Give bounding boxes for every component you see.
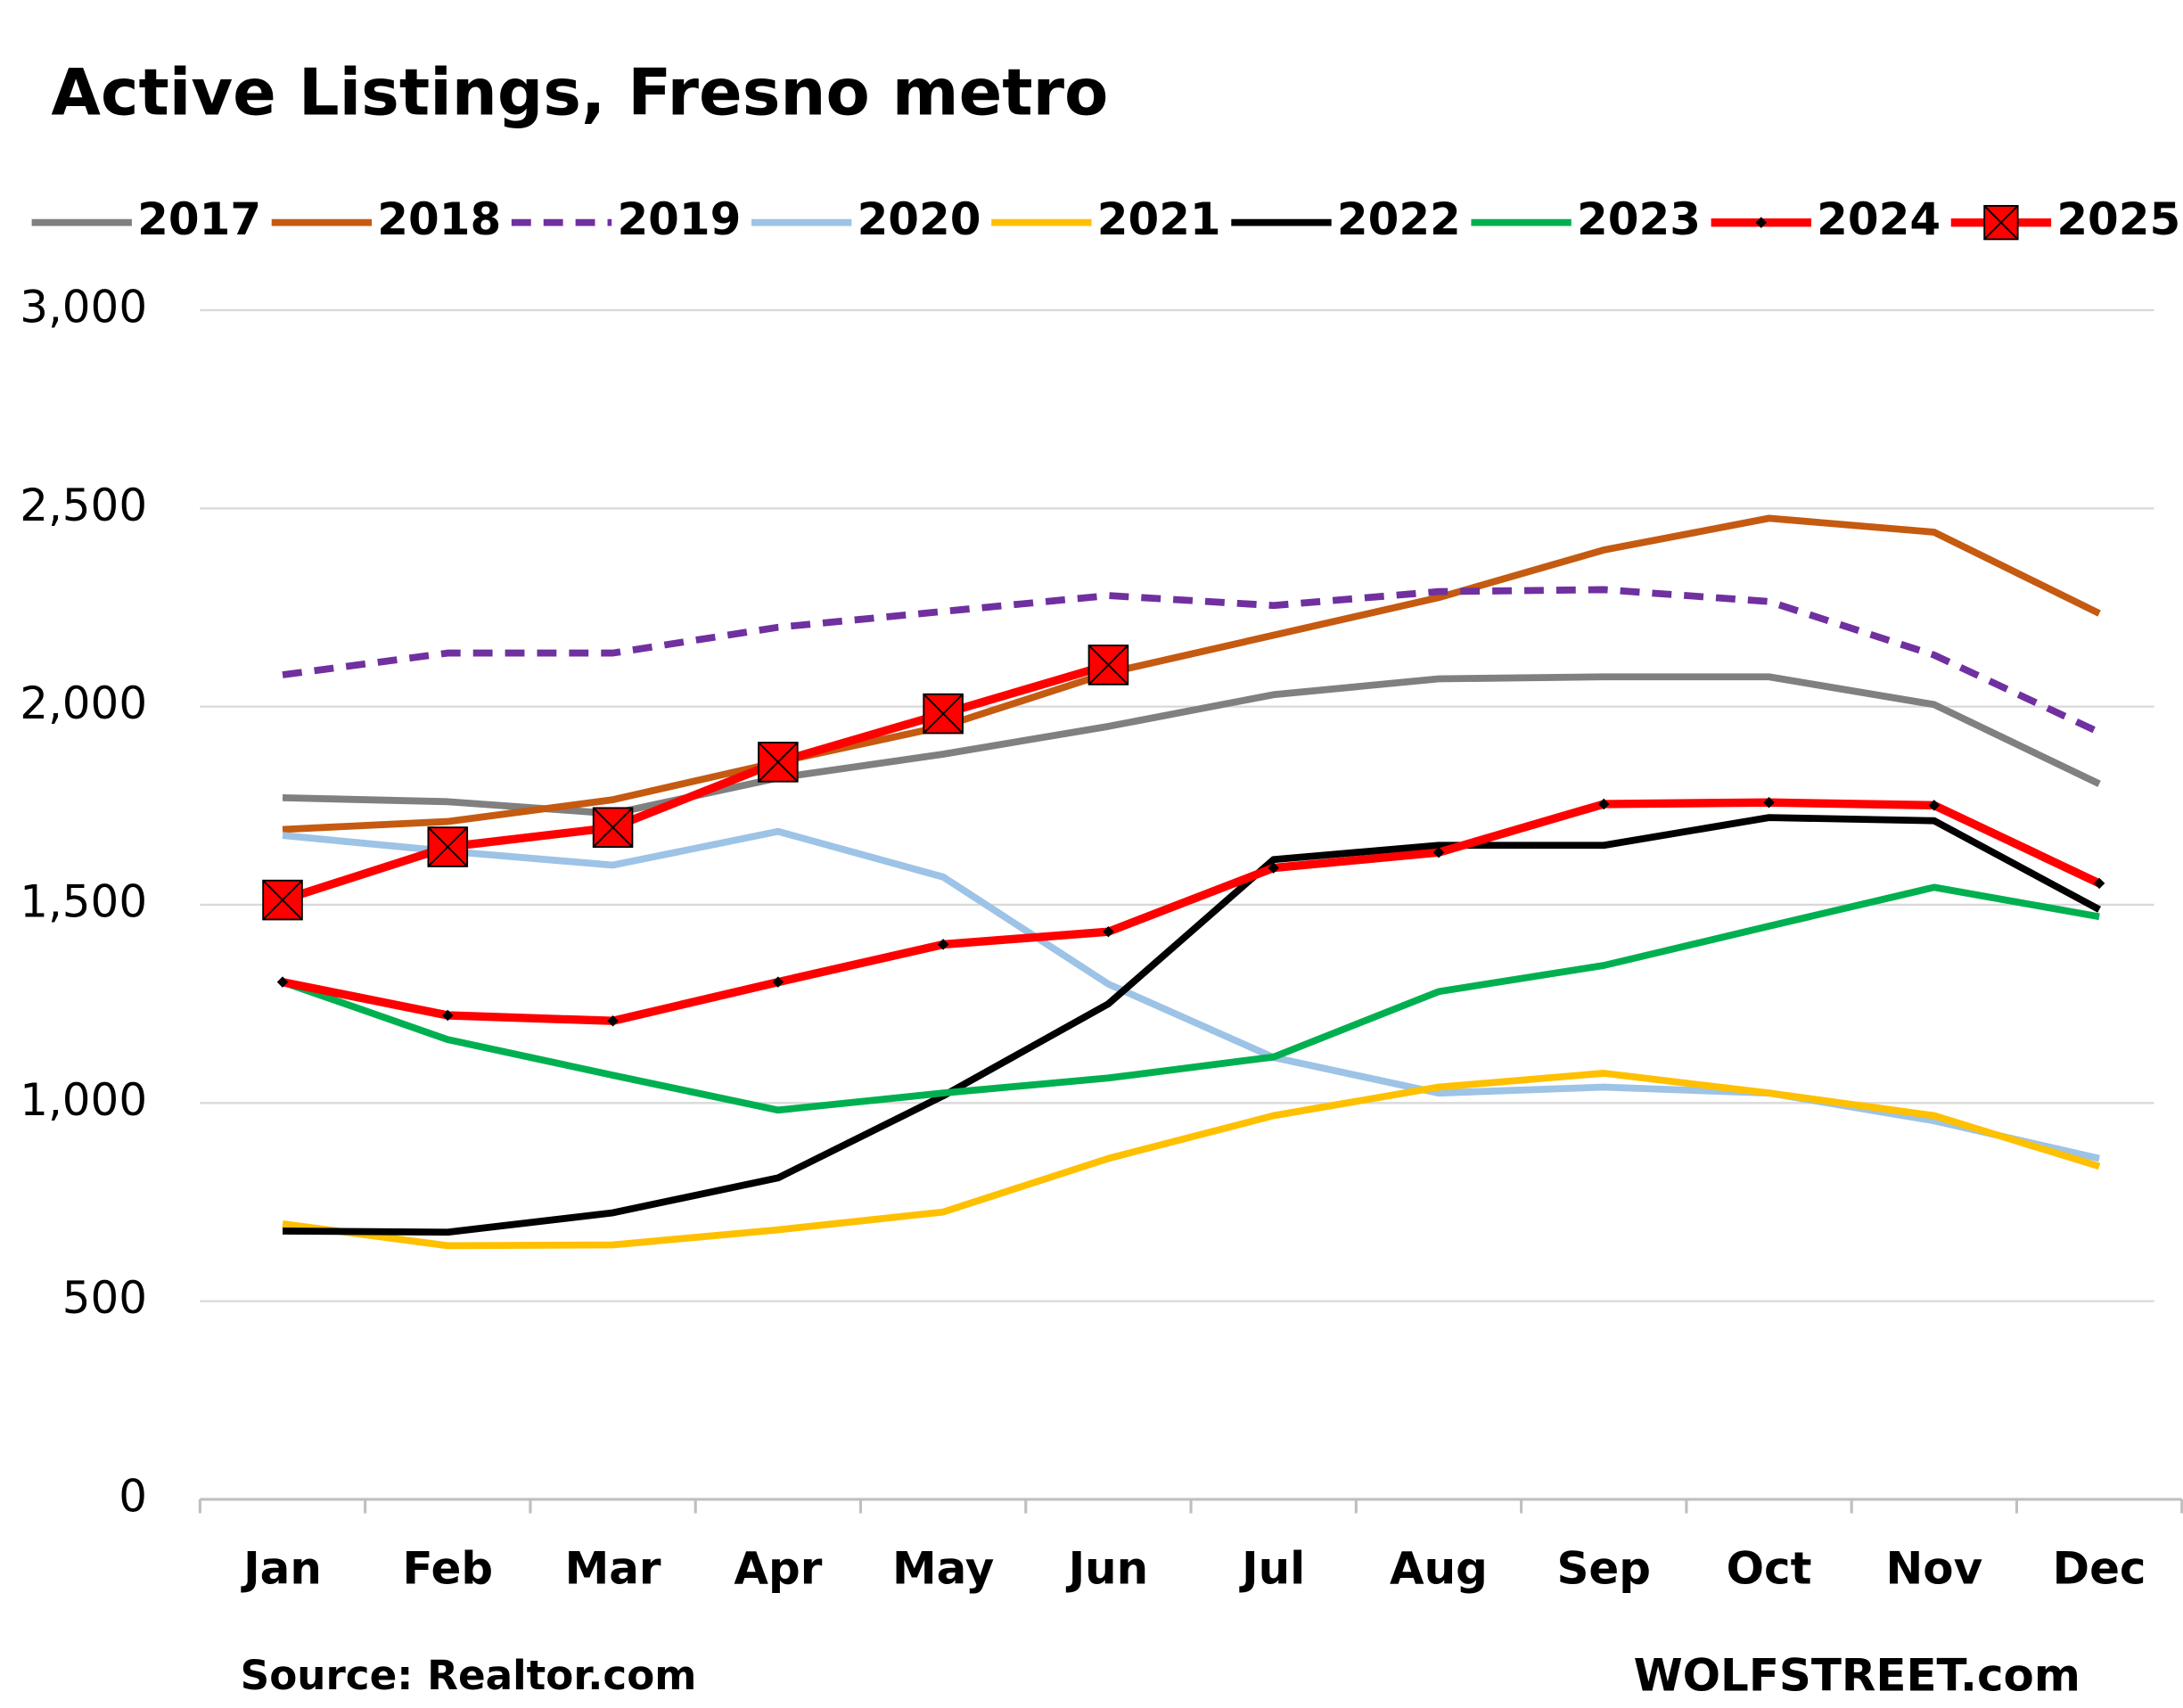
legend-marker-cross [1983, 205, 2019, 241]
legend-label: 2017 [137, 193, 261, 245]
x-tick-label: Oct [1727, 1543, 1812, 1595]
point-marker [262, 879, 303, 921]
x-tick-label: Nov [1886, 1543, 1983, 1595]
marker-cross [593, 807, 634, 848]
series-line [282, 798, 2102, 1025]
series-line [282, 673, 2101, 817]
x-tick-label: Mar [565, 1543, 661, 1595]
x-tick-label: Aug [1390, 1543, 1488, 1595]
point-marker [427, 826, 469, 867]
legend-label: 2018 [377, 193, 501, 245]
x-tick-label: Jun [1066, 1543, 1149, 1595]
series-line [282, 586, 2101, 736]
marker-cross [1087, 645, 1128, 686]
legend-label: 2024 [1817, 193, 1941, 245]
legend-label: 2025 [2056, 193, 2180, 245]
legend-label: 2023 [1577, 193, 1701, 245]
point-marker [1432, 847, 1445, 858]
point-marker [2093, 877, 2105, 890]
y-tick-label: 0 [119, 1470, 147, 1522]
y-tick-label: 3,000 [20, 281, 147, 333]
x-tick-label: Apr [734, 1543, 822, 1595]
point-marker [1087, 645, 1129, 686]
point-marker [1103, 925, 1114, 938]
point-marker [923, 693, 964, 735]
point-marker [1763, 796, 1775, 809]
series-line [282, 1070, 2101, 1250]
point-marker [1268, 862, 1279, 874]
x-tick-label: Feb [402, 1543, 493, 1595]
y-tick-label: 2,000 [20, 677, 147, 729]
point-marker [758, 742, 799, 783]
point-marker [607, 1014, 619, 1027]
point-marker [592, 807, 634, 849]
marker-cross [923, 694, 964, 735]
credit: WOLFSTREET.com [1634, 1650, 2080, 1702]
series-line [282, 814, 2101, 1236]
legend-label: 2022 [1337, 193, 1461, 245]
point-marker [772, 976, 784, 988]
x-tick-label: Jan [241, 1543, 322, 1595]
marker-cross [758, 742, 799, 783]
y-tick-label: 2,500 [20, 480, 147, 531]
legend-label: 2020 [858, 193, 981, 245]
point-marker [1928, 800, 1941, 811]
series-line [281, 661, 1110, 905]
marker-cross [262, 880, 303, 921]
x-tick-label: May [892, 1543, 994, 1595]
x-tick-label: Jul [1239, 1543, 1305, 1595]
y-tick-label: 1,500 [20, 875, 147, 927]
x-tick-label: Sep [1557, 1543, 1652, 1595]
marker-cross [427, 826, 468, 867]
y-tick-label: 500 [62, 1272, 147, 1324]
x-tick-label: Dec [2053, 1543, 2146, 1595]
legend-marker [1755, 217, 1768, 228]
chart-title: Active Listings, Fresno metro [51, 55, 1108, 130]
point-marker [1598, 798, 1610, 810]
series-line [282, 827, 2100, 1162]
legend-label: 2021 [1097, 193, 1221, 245]
y-tick-label: 1,000 [20, 1074, 147, 1126]
series-line [282, 514, 2101, 833]
series-line [281, 883, 2100, 1114]
legend-label: 2019 [617, 193, 741, 245]
source-note: Source: Realtor.com [241, 1652, 697, 1699]
